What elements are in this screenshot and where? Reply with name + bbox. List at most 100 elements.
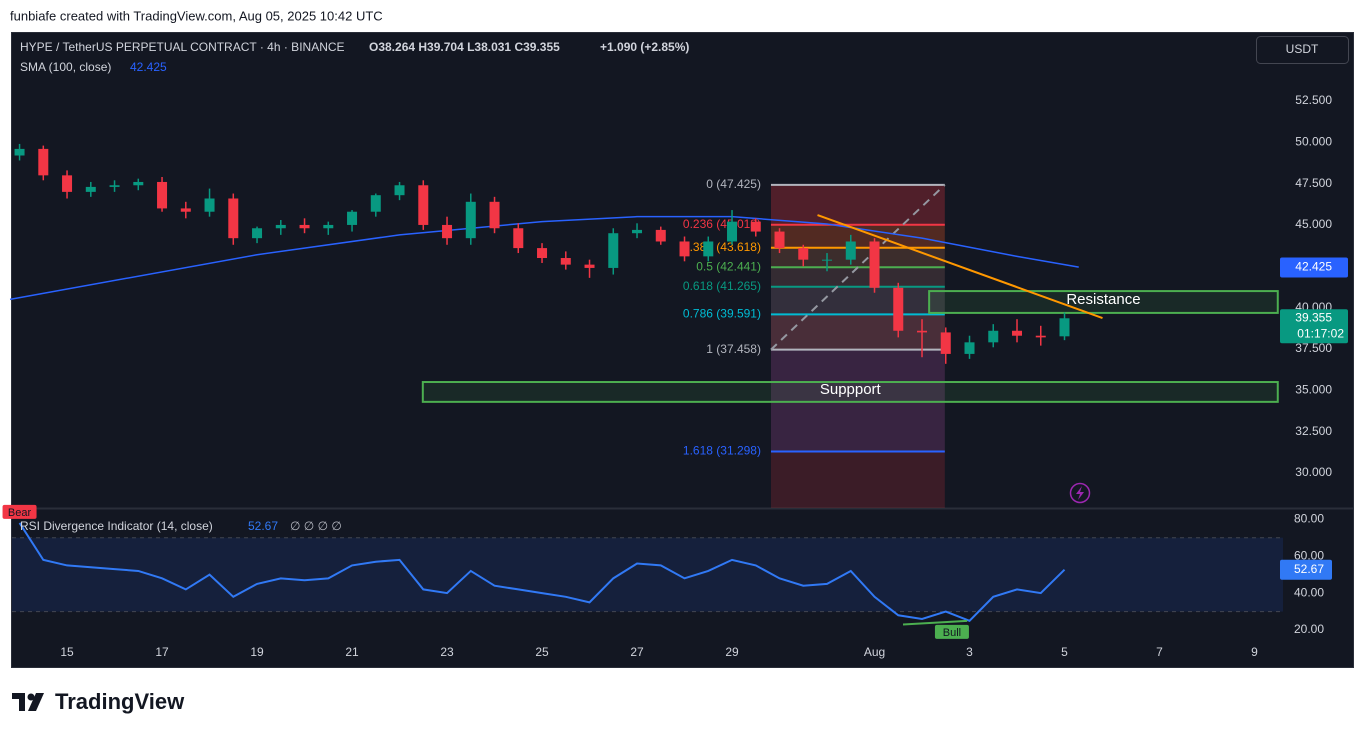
y-tick-label: 37.500 (1295, 341, 1332, 355)
x-tick-label: 25 (535, 645, 549, 659)
candle-body (109, 185, 120, 187)
candle-body (703, 241, 714, 257)
candle-body (774, 231, 785, 249)
fib-fill (770, 267, 945, 287)
x-tick-label: 9 (1251, 645, 1258, 659)
currency-button[interactable] (1256, 36, 1349, 64)
logo: TradingView (12, 689, 185, 714)
x-tick-label: 17 (155, 645, 169, 659)
y-tick-label: 52.500 (1295, 93, 1332, 107)
candle-body (750, 221, 761, 232)
rsi-tag-label: 52.67 (1294, 562, 1324, 576)
sma-tag (1280, 257, 1348, 278)
zone-label: Resistance (1066, 291, 1140, 308)
candle-body (893, 287, 904, 331)
candle-body (964, 342, 975, 354)
fib-trend (770, 184, 946, 351)
y-tick-label: 47.500 (1295, 176, 1332, 190)
x-tick-label: 23 (440, 645, 454, 659)
price-tag-label: 39.355 (1295, 310, 1332, 324)
candle-body (62, 175, 73, 192)
alert-icon[interactable] (1069, 482, 1091, 504)
fib-label: 0 (47.425) (706, 177, 761, 191)
sma-tag-label: 42.425 (1295, 260, 1332, 274)
y-tick-label: 50.000 (1295, 134, 1332, 148)
y-tick-label: 32.500 (1295, 424, 1332, 438)
fib-fill (770, 286, 945, 315)
candle-body (323, 224, 334, 229)
rsi-title: RSI Divergence Indicator (14, close) (20, 519, 213, 533)
candle-body (1059, 318, 1070, 337)
fib-label: 0.618 (41.265) (683, 279, 761, 293)
alert-circle[interactable] (1069, 482, 1091, 504)
candle-body (513, 228, 524, 249)
y-tick-label: 30.000 (1295, 465, 1332, 479)
signal-box (2, 504, 37, 519)
sma-name: SMA (100, close) (20, 60, 111, 74)
plot: 30.00032.50035.00037.50040.00045.00047.5… (2, 93, 1348, 659)
candle-body (489, 201, 500, 229)
fib-label: 0.382 (43.618) (683, 240, 761, 254)
fib-label: 0.786 (39.591) (683, 307, 761, 321)
candle-body (370, 195, 381, 212)
candle-body (798, 248, 809, 260)
fib-fill (770, 314, 945, 350)
candle-body (727, 221, 738, 242)
candle-body (560, 258, 571, 265)
logo-text: TradingView (55, 689, 185, 714)
candle-body (228, 198, 239, 239)
fib-label: 0.236 (45.013) (683, 217, 761, 231)
fib-box (770, 184, 945, 508)
rsi-na: ∅ ∅ ∅ ∅ (290, 519, 342, 533)
candle-body (180, 208, 191, 212)
candle-body (133, 181, 144, 186)
x-tick-label: 3 (966, 645, 973, 659)
candle-body (679, 241, 690, 257)
candle-body (394, 185, 405, 196)
signal-label: Bear (8, 507, 32, 519)
symbol: HYPE / TetherUS PERPETUAL CONTRACT · 4h … (20, 40, 345, 54)
x-tick-label: 27 (630, 645, 644, 659)
fib-fill (770, 247, 945, 268)
candle-body (85, 186, 96, 192)
candle-body (988, 330, 999, 343)
rsi-line (18, 522, 1066, 622)
candle-body (252, 228, 263, 239)
candle-body (584, 264, 595, 268)
y-tick-label: 45.000 (1295, 217, 1332, 231)
change: +1.090 (+2.85%) (600, 40, 689, 54)
rsi-value: 52.67 (248, 519, 278, 533)
rsi-tick-label: 60.00 (1294, 548, 1324, 562)
x-tick-label: 29 (725, 645, 739, 659)
candle-body (608, 233, 619, 268)
y-tick-label: 35.000 (1295, 382, 1332, 396)
fib-fill (770, 184, 945, 225)
x-tick-label: 5 (1061, 645, 1068, 659)
candle-body (157, 181, 168, 209)
currency[interactable]: USDT (1286, 42, 1319, 56)
rsi-tick-label: 40.00 (1294, 585, 1324, 599)
candle-body (204, 198, 215, 212)
sma-line (9, 215, 1079, 301)
logo-slash (28, 693, 44, 711)
x-tick-label: 7 (1156, 645, 1163, 659)
zone (928, 290, 1279, 314)
trendline (817, 214, 1103, 319)
alert-bolt[interactable] (1076, 486, 1084, 500)
candle-body (917, 330, 928, 333)
fib-fill (770, 349, 945, 452)
logo-mark (12, 693, 25, 711)
x-tick-label: 15 (60, 645, 74, 659)
candle-body (940, 332, 951, 354)
candle-body (655, 229, 666, 242)
credit: funbiafe created with TradingView.com, A… (10, 8, 383, 23)
signal-box (934, 624, 969, 639)
logo-dot (27, 693, 35, 701)
divergence-line (902, 619, 968, 626)
candle-body (632, 229, 643, 234)
fib-label: 1 (37.458) (706, 342, 761, 356)
countdown: 01:17:02 (1297, 326, 1344, 340)
candle-body (1035, 335, 1046, 338)
